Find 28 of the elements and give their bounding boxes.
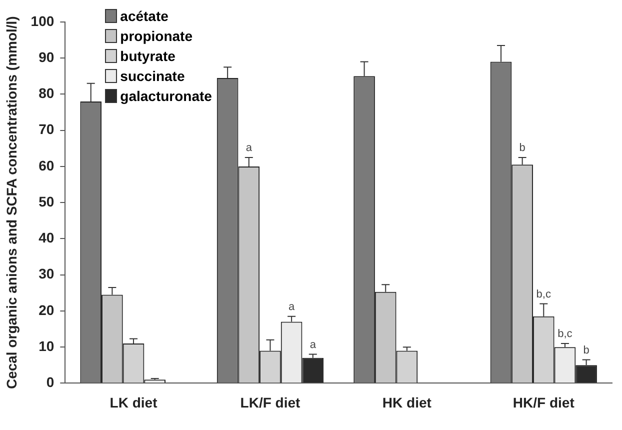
y-tick-label: 40 <box>38 230 54 246</box>
y-tick-label: 30 <box>38 266 54 282</box>
data-label: a <box>310 338 317 351</box>
data-label: b,c <box>558 328 573 340</box>
x-tick-label: LK/F diet <box>240 394 300 410</box>
y-axis-title: Cecal organic anions and SCFA concentrations (mmol/l) <box>3 16 20 390</box>
data-label: a <box>288 300 296 313</box>
x-tick-label: HK/F diet <box>512 394 575 410</box>
y-tick-label: 60 <box>38 157 54 174</box>
data-label: b,c <box>536 288 552 300</box>
y-tick-label: 50 <box>38 193 54 210</box>
data-label: b <box>583 344 590 356</box>
x-tick-label: HK diet <box>382 394 432 410</box>
legend-label: propionate <box>120 28 192 44</box>
x-tick-label: LK diet <box>110 394 158 410</box>
y-tick-label: 20 <box>38 302 54 318</box>
data-label: a <box>246 142 253 154</box>
y-tick-label: 100 <box>30 12 54 29</box>
legend-label: butyrate <box>120 48 176 64</box>
y-tick-label: 90 <box>38 48 54 65</box>
y-tick-label: 0 <box>46 374 54 390</box>
legend-label: galacturonate <box>120 88 212 104</box>
legend-label: succinate <box>120 68 185 84</box>
data-label: b <box>519 142 526 154</box>
y-tick-label: 10 <box>38 338 54 354</box>
y-tick-label: 70 <box>38 121 54 138</box>
y-tick-label: 80 <box>38 85 54 102</box>
legend-label: acétate <box>120 8 168 24</box>
